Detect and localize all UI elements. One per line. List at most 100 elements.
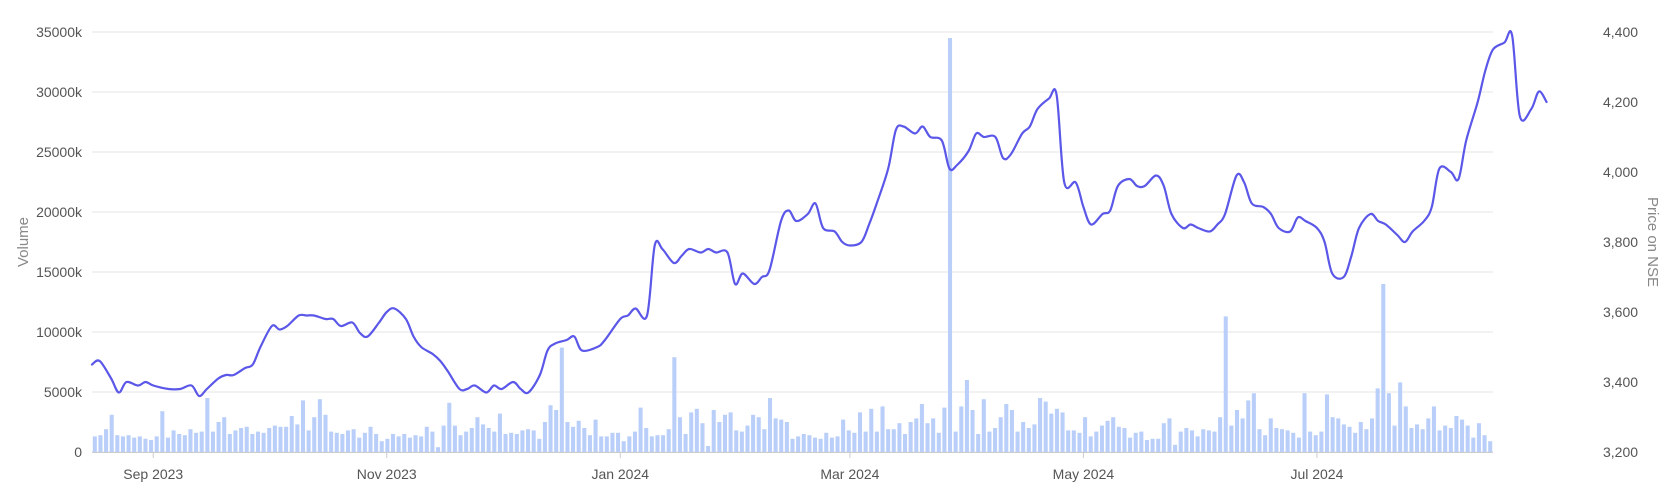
volume-bar xyxy=(874,431,879,452)
volume-bar xyxy=(1370,418,1375,452)
volume-bar xyxy=(1471,437,1476,452)
volume-bar xyxy=(700,423,705,452)
volume-bar xyxy=(447,402,452,452)
volume-bar xyxy=(497,413,502,452)
volume-bar xyxy=(1105,420,1110,452)
volume-bar xyxy=(739,431,744,452)
volume-bar xyxy=(616,432,621,452)
volume-bar xyxy=(1279,429,1285,452)
volume-bar xyxy=(481,424,486,452)
volume-bar xyxy=(1375,388,1380,452)
volume-bar xyxy=(1066,430,1071,452)
volume-bar xyxy=(475,417,480,452)
volume-bar xyxy=(903,434,908,452)
volume-bar xyxy=(1476,423,1481,452)
volume-bar xyxy=(143,438,148,452)
y-tick-label-right: 4,400 xyxy=(1603,24,1638,40)
volume-bar xyxy=(115,435,120,452)
volume-bar xyxy=(1448,428,1453,452)
volume-bar xyxy=(593,419,598,452)
volume-bar xyxy=(1364,429,1369,452)
volume-bar xyxy=(1353,432,1358,452)
volume-bar xyxy=(441,425,446,452)
volume-bar xyxy=(306,430,311,452)
volume-bar xyxy=(1240,418,1245,452)
volume-bar xyxy=(1054,408,1059,452)
volume-bar xyxy=(717,422,722,452)
volume-bar xyxy=(1004,404,1009,452)
volume-bar xyxy=(165,437,170,452)
volume-bar xyxy=(1443,425,1448,452)
grid-lines xyxy=(92,31,1493,453)
x-tick-label: Nov 2023 xyxy=(357,466,417,482)
volume-bar xyxy=(976,434,981,452)
volume-bar xyxy=(948,38,953,452)
volume-bar xyxy=(621,441,626,452)
y-tick-label-left: 30000k xyxy=(36,84,83,100)
volume-bar xyxy=(1021,422,1026,452)
volume-bar xyxy=(109,414,114,452)
volume-bar xyxy=(1178,431,1183,452)
volume-bar xyxy=(1032,424,1037,452)
volume-bar xyxy=(880,406,885,452)
y-tick-label-right: 3,200 xyxy=(1603,444,1638,460)
volume-bar xyxy=(436,447,441,452)
volume-bar xyxy=(824,432,829,452)
volume-bar xyxy=(1122,428,1127,452)
volume-bar xyxy=(953,431,958,452)
volume-bar xyxy=(751,414,756,452)
volume-bar xyxy=(571,426,576,452)
volume-bar xyxy=(345,430,351,452)
volume-bar xyxy=(340,434,345,452)
volume-bar xyxy=(137,436,142,452)
x-tick-label: Sep 2023 xyxy=(123,466,183,482)
volume-bar xyxy=(706,446,711,452)
volume-bar xyxy=(638,407,643,452)
volume-bar xyxy=(492,431,497,452)
volume-bar xyxy=(458,435,463,452)
volume-bar xyxy=(1330,417,1335,452)
volume-bar xyxy=(1263,435,1268,452)
volume-bar xyxy=(959,406,964,452)
volume-bar xyxy=(177,434,182,452)
volume-bar xyxy=(1139,431,1144,452)
volume-bar xyxy=(1358,422,1363,452)
volume-bar xyxy=(689,412,694,452)
volume-bar xyxy=(1426,418,1431,452)
volume-bar xyxy=(1043,401,1048,452)
volume-bar xyxy=(1218,417,1223,452)
volume-bar xyxy=(1094,431,1099,452)
volume-bar xyxy=(779,419,784,452)
volume-bar xyxy=(1341,424,1346,452)
volume-bar xyxy=(964,380,969,452)
volume-bar xyxy=(1184,428,1189,452)
volume-bar xyxy=(554,410,559,452)
volume-bar xyxy=(790,438,795,452)
volume-bar xyxy=(407,437,412,452)
volume-bar xyxy=(942,407,947,452)
volume-bar xyxy=(1437,430,1442,452)
volume-bar xyxy=(278,426,283,452)
volume-bar xyxy=(897,423,902,452)
volume-bar xyxy=(329,431,334,452)
volume-bar xyxy=(1398,382,1403,452)
volume-bar xyxy=(312,417,317,452)
volume-bar xyxy=(1167,418,1172,452)
volume-bar xyxy=(1026,428,1031,452)
volume-bar xyxy=(1088,436,1093,452)
volume-bar xyxy=(857,412,863,452)
x-tick-label: Mar 2024 xyxy=(820,466,879,482)
volume-bar xyxy=(261,432,266,452)
volume-bar xyxy=(711,410,716,452)
volume-bar xyxy=(227,434,232,452)
volume-bar xyxy=(1308,431,1313,452)
volume-bar xyxy=(762,429,767,452)
volume-bar xyxy=(171,430,176,452)
volume-bar xyxy=(1403,406,1408,452)
volume-bar xyxy=(1077,432,1082,452)
volume-bar xyxy=(239,428,244,452)
volume-bar xyxy=(812,437,818,452)
volume-bar xyxy=(604,436,609,452)
volume-bar xyxy=(452,425,457,452)
y-tick-label-left: 0 xyxy=(74,444,82,460)
